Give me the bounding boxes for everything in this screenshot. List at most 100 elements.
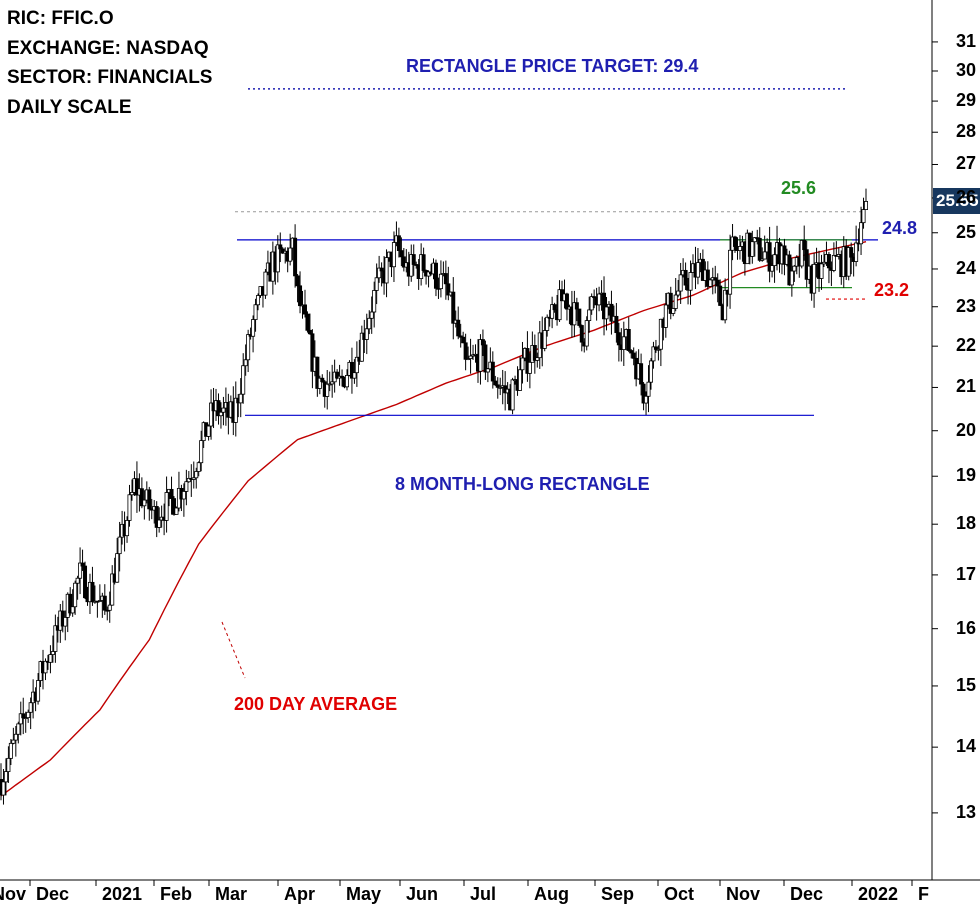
candle-body <box>572 302 577 326</box>
candle-body <box>485 368 490 373</box>
candlestick-series <box>0 188 869 805</box>
candle-body <box>641 383 646 404</box>
candle-body <box>63 617 68 627</box>
y-tick-label: 31 <box>956 30 977 51</box>
candle-body <box>68 593 73 614</box>
resistance-level-label: 24.8 <box>882 218 918 238</box>
ma-200-line <box>0 241 867 797</box>
candle-body <box>184 481 189 492</box>
candle-body <box>451 291 456 324</box>
y-tick-label: 29 <box>956 90 977 111</box>
candle-body <box>218 411 223 417</box>
candle-body <box>142 499 147 507</box>
candle-body <box>117 536 122 555</box>
candle-body <box>656 348 661 351</box>
candle-body <box>8 742 13 759</box>
candle-body <box>577 308 582 326</box>
price-target-label: RECTANGLE PRICE TARGET: 29.4 <box>406 56 699 76</box>
candle-body <box>626 329 631 351</box>
candle-body <box>372 290 377 313</box>
candle-body <box>728 249 733 295</box>
candle-body <box>478 339 483 372</box>
candle-body <box>354 356 359 374</box>
candle-body <box>396 235 401 252</box>
candle-body <box>708 279 713 287</box>
candle-body <box>293 237 298 277</box>
x-tick-label: Dec <box>36 884 70 904</box>
candle-body <box>752 237 757 243</box>
candle-body <box>715 279 720 287</box>
candle-body <box>73 582 78 608</box>
candle-body <box>11 739 16 744</box>
sector-label: SECTOR: FINANCIALS <box>7 67 213 88</box>
candle-body <box>384 257 389 284</box>
candle-body <box>802 239 807 251</box>
candle-body <box>256 295 261 306</box>
y-tick-label: 19 <box>956 465 977 486</box>
x-tick-label: 2022 <box>858 884 899 904</box>
candle-body <box>644 395 649 404</box>
candle-body <box>3 771 8 783</box>
candle-body <box>461 336 466 344</box>
candle-body <box>532 345 537 361</box>
scale-label: DAILY SCALE <box>7 97 132 118</box>
candle-body <box>683 269 688 286</box>
axis-lines <box>0 0 980 886</box>
candle-body <box>552 304 557 311</box>
candle-body <box>557 289 562 321</box>
candle-body <box>18 713 23 725</box>
y-tick-label: 21 <box>956 376 977 397</box>
candle-body <box>216 400 221 417</box>
candle-body <box>527 361 532 374</box>
candle-body <box>367 317 372 330</box>
candle-body <box>463 342 468 360</box>
candle-body <box>154 506 159 528</box>
candle-body <box>498 386 503 389</box>
candle-body <box>26 711 31 719</box>
x-tick-label: Feb <box>160 884 193 904</box>
candle-body <box>115 553 120 583</box>
candle-body <box>614 315 619 334</box>
y-tick-label: 28 <box>956 121 977 142</box>
candle-body <box>90 581 95 603</box>
candle-body <box>705 269 710 287</box>
candle-body <box>401 256 406 268</box>
candle-body <box>359 332 364 362</box>
candle-body <box>629 350 634 354</box>
x-tick-label: Apr <box>284 884 315 904</box>
candle-body <box>819 263 824 279</box>
candle-body <box>6 757 11 772</box>
candle-body <box>253 304 258 320</box>
candle-body <box>597 293 602 306</box>
candle-body <box>849 247 854 258</box>
candle-body <box>861 209 866 224</box>
candle-body <box>399 250 404 258</box>
candle-body <box>854 242 859 262</box>
candle-body <box>317 377 322 389</box>
y-tick-label: 24 <box>956 257 977 278</box>
candle-body <box>604 306 609 320</box>
x-tick-label: Oct <box>664 884 695 904</box>
candle-body <box>713 277 718 281</box>
candle-body <box>36 680 41 702</box>
x-tick-label: Nov <box>726 884 761 904</box>
candle-body <box>325 383 330 397</box>
candle-body <box>53 625 58 652</box>
candle-body <box>443 273 448 285</box>
x-tick-label: Sep <box>601 884 635 904</box>
candle-body <box>864 201 869 210</box>
candle-body <box>668 292 673 314</box>
candle-body <box>787 254 792 286</box>
y-tick-label: 26 <box>956 186 977 207</box>
candle-body <box>433 262 438 289</box>
candle-body <box>826 254 831 269</box>
high-level-label: 25.6 <box>781 178 817 198</box>
candle-body <box>194 471 199 479</box>
candle-body <box>206 425 211 437</box>
candle-body <box>762 251 767 260</box>
candle-body <box>520 357 525 371</box>
candle-body <box>233 397 238 423</box>
last-price-tag: 25.55 <box>933 188 980 214</box>
x-tick-label: 2021 <box>102 884 143 904</box>
candle-body <box>97 600 102 602</box>
